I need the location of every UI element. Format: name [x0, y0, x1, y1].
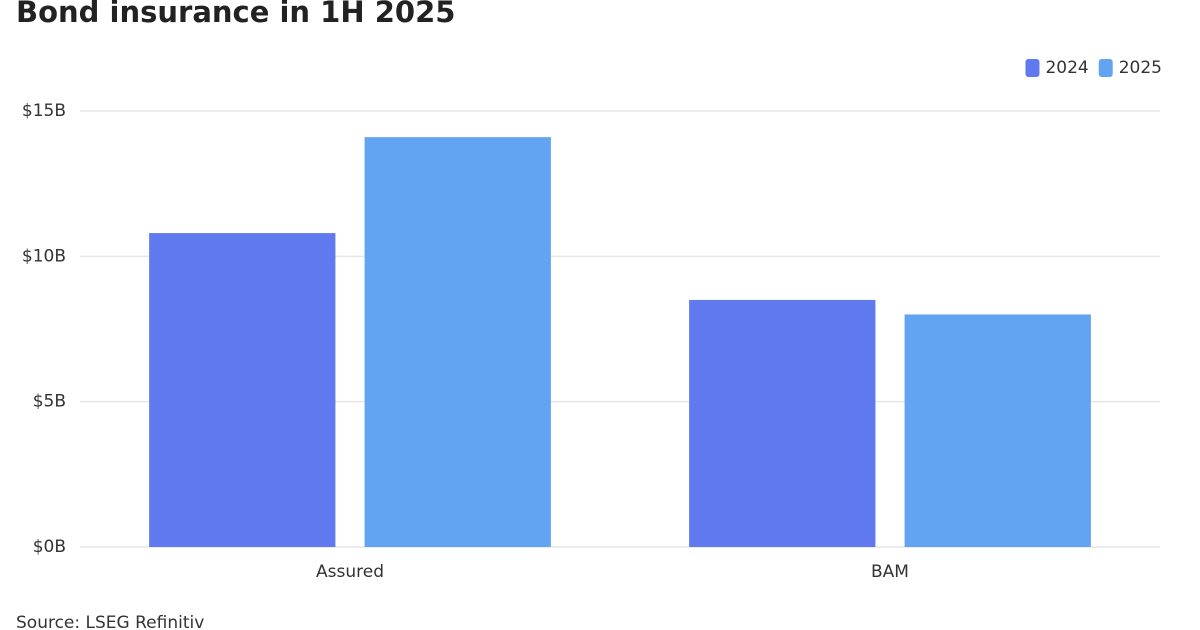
y-tick-label: $10B — [22, 246, 66, 266]
bar — [904, 314, 1091, 547]
legend-swatch — [1098, 59, 1113, 77]
y-tick-label: $0B — [33, 537, 66, 557]
bar — [689, 299, 876, 547]
legend-label: 2025 — [1119, 58, 1162, 78]
bar — [149, 233, 336, 547]
legend-label: 2024 — [1045, 58, 1088, 78]
y-tick-label: $5B — [33, 392, 66, 412]
x-tick-label: BAM — [871, 562, 909, 582]
chart-title: Bond insurance in 1H 2025 — [16, 0, 455, 29]
y-tick-label: $15B — [22, 101, 66, 121]
legend-swatch — [1025, 59, 1040, 77]
bar — [364, 137, 551, 547]
source-note: Source: LSEG Refinitiv — [16, 613, 204, 630]
x-tick-label: Assured — [316, 562, 384, 582]
